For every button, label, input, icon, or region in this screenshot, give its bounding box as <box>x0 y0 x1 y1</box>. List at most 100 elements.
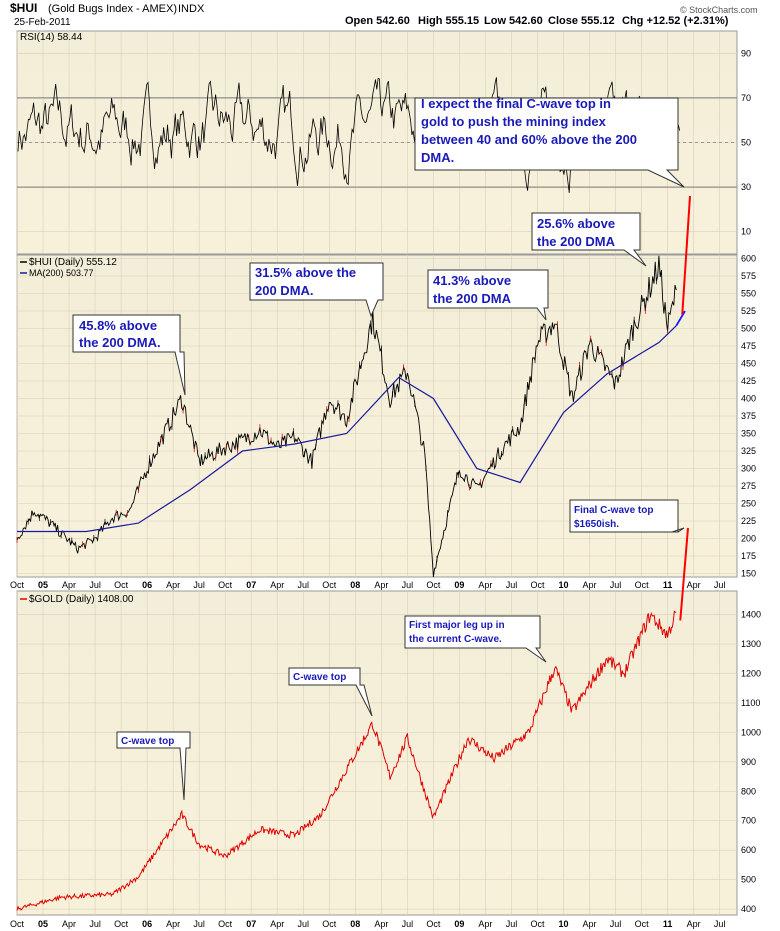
gold-x-tick-label: 05 <box>38 919 48 929</box>
hui-2010-line1: 41.3% above <box>433 273 511 288</box>
callout-gold-2006: C-wave top <box>116 731 191 801</box>
gold-x-tick-label: Oct <box>10 919 25 929</box>
gold-x-tick-label: Apr <box>62 919 76 929</box>
hui-x-tick-label: 06 <box>142 580 152 590</box>
hui-x-tick-label: Oct <box>635 580 650 590</box>
callout-hui-2010: 41.3% above the 200 DMA <box>427 269 549 321</box>
gold-x-tick-label: Apr <box>166 919 180 929</box>
gold-x-tick-label: Jul <box>506 919 518 929</box>
hui-2008-line1: 31.5% above the <box>255 265 356 280</box>
gold-x-tick-label: Apr <box>687 919 701 929</box>
hui-x-tick-label: Jul <box>402 580 414 590</box>
hui-y-tick-label: 475 <box>741 341 756 351</box>
hui-x-tick-label: 09 <box>454 580 464 590</box>
gold-y-tick-label: 900 <box>741 757 756 767</box>
gold-legend: $GOLD (Daily) 1408.00 <box>20 594 134 605</box>
hui-y-tick-label: 500 <box>741 324 756 334</box>
hui-2010-line2: the 200 DMA <box>433 291 512 306</box>
rsi-y-tick-label: 70 <box>741 93 751 103</box>
hui-2008-line2: 200 DMA. <box>255 283 314 298</box>
gold-price-line <box>16 610 677 911</box>
hui-ma-projection-line <box>675 310 686 327</box>
gold-y-tick-label: 1100 <box>741 698 760 708</box>
hui-x-tick-label: Jul <box>298 580 310 590</box>
rsi-line <box>17 77 681 193</box>
hui-projection-line <box>681 195 691 315</box>
gold-y-tick-label: 1000 <box>741 727 761 737</box>
gold-2008-line1: C-wave top <box>293 672 346 683</box>
hui-x-tick-label: Apr <box>374 580 388 590</box>
hui-y-tick-label: 250 <box>741 499 756 509</box>
gold-x-tick-label: 07 <box>246 919 256 929</box>
gold-x-tick-label: 08 <box>350 919 360 929</box>
hui-y-tick-label: 425 <box>741 376 756 386</box>
hui-x-tick-label: 07 <box>246 580 256 590</box>
hui-x-tick-label: Apr <box>478 580 492 590</box>
rsi-legend-label: RSI(14) 58.44 <box>20 32 83 43</box>
gold-2010-line1: First major leg up in <box>409 620 505 631</box>
gold-x-tick-label: Jul <box>402 919 414 929</box>
hui-x-tick-label: Oct <box>114 580 129 590</box>
gold-y-tick-label: 800 <box>741 786 756 796</box>
hui-x-tick-label: Apr <box>166 580 180 590</box>
hui-x-tick-label: Apr <box>270 580 284 590</box>
rsi-legend: RSI(14) 58.44 <box>20 32 83 43</box>
hui-y-tick-label: 175 <box>741 551 756 561</box>
gold-x-tick-label: Apr <box>374 919 388 929</box>
x-axes: Oct Oct 05 05 Apr Apr Jul Jul Oct Oct 06 06 Apr Apr Ju… <box>10 580 725 929</box>
gold-x-tick-label: Apr <box>270 919 284 929</box>
hui-x-tick-label: Oct <box>426 580 441 590</box>
gold-2006-line1: C-wave top <box>121 736 174 747</box>
hui-legend: $HUI (Daily) 555.12 MA(200) 503.77 <box>20 257 117 278</box>
gold-x-tick-label: 11 <box>663 919 673 929</box>
gold-x-tick-label: 09 <box>454 919 464 929</box>
rsi-y-tick-label: 30 <box>741 182 751 192</box>
header-date: 25-Feb-2011 <box>14 17 71 28</box>
gold-x-tick-label: Jul <box>610 919 622 929</box>
hui-x-tick-label: Oct <box>10 580 25 590</box>
header-exchange: INDX <box>178 3 205 15</box>
gold-x-tick-label: Oct <box>218 919 233 929</box>
hui-x-tick-label: 08 <box>350 580 360 590</box>
rsi-y-tick-label: 50 <box>741 138 751 148</box>
gold-y-tick-label: 600 <box>741 845 756 855</box>
hui-2011-line2: the 200 DMA <box>537 234 616 249</box>
callout-gold-2008: C-wave top <box>288 667 373 717</box>
hui-2006-line1: 45.8% above <box>79 318 157 333</box>
gold-x-tick-label: Apr <box>478 919 492 929</box>
series-layer <box>16 77 691 911</box>
callout-hui-2006: 45.8% above the 200 DMA. <box>72 314 186 396</box>
hui-x-tick-label: 11 <box>663 580 673 590</box>
gold-y-tick-label: 400 <box>741 904 756 914</box>
hui-x-tick-label: Jul <box>89 580 101 590</box>
header-open: Open 542.60 <box>345 15 410 27</box>
stockcharts-brand: © StockCharts.com <box>680 5 758 15</box>
hui-x-tick-label: Apr <box>62 580 76 590</box>
hui-2011-line1: 25.6% above <box>537 216 615 231</box>
gold-x-tick-label: Oct <box>322 919 337 929</box>
hui-y-tick-label: 575 <box>741 271 756 281</box>
callout-hui-2011: 25.6% above the 200 DMA <box>531 212 647 267</box>
hui-y-tick-label: 550 <box>741 289 756 299</box>
hui-y-tick-label: 225 <box>741 516 756 526</box>
gold-panel <box>16 590 738 916</box>
gold-x-tick-label: Jul <box>298 919 310 929</box>
gold-legend-label: $GOLD (Daily) 1408.00 <box>29 594 134 605</box>
rsi-y-tick-label: 90 <box>741 48 751 58</box>
hui-y-tick-label: 525 <box>741 306 756 316</box>
gold-y-tick-label: 1400 <box>741 610 761 620</box>
hui-x-tick-label: Oct <box>218 580 233 590</box>
gold-final-line2: $1650ish. <box>574 519 619 530</box>
chart-header: $HUI (Gold Bugs Index - AMEX) INDX 25-Fe… <box>10 1 758 28</box>
gold-y-tick-label: 1200 <box>741 668 761 678</box>
hui-x-tick-label: Apr <box>583 580 597 590</box>
hui-x-tick-label: Oct <box>530 580 545 590</box>
gold-x-tick-label: 10 <box>558 919 568 929</box>
hui-x-tick-label: Jul <box>714 580 726 590</box>
callout-gold-final: Final C-wave top $1650ish. <box>569 499 685 533</box>
hui-y-tick-label: 400 <box>741 394 756 404</box>
gold-x-tick-label: 06 <box>142 919 152 929</box>
gold-2010-line2: the current C-wave. <box>409 634 502 645</box>
callout-rsi-note: I expect the final C-wave top in gold to… <box>414 96 685 188</box>
gold-x-tick-label: Oct <box>530 919 545 929</box>
